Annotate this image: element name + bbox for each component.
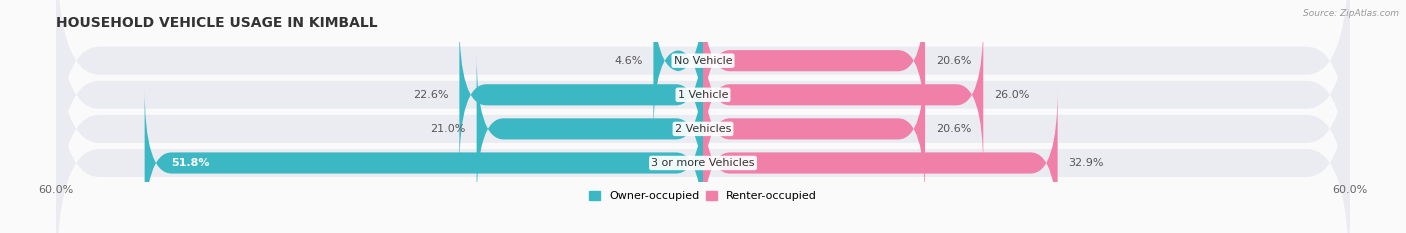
Text: 2 Vehicles: 2 Vehicles	[675, 124, 731, 134]
Text: 32.9%: 32.9%	[1069, 158, 1104, 168]
FancyBboxPatch shape	[460, 20, 703, 169]
FancyBboxPatch shape	[56, 0, 1350, 183]
FancyBboxPatch shape	[56, 41, 1350, 233]
Text: 3 or more Vehicles: 3 or more Vehicles	[651, 158, 755, 168]
Text: Source: ZipAtlas.com: Source: ZipAtlas.com	[1303, 9, 1399, 18]
FancyBboxPatch shape	[703, 54, 925, 204]
Text: 26.0%: 26.0%	[994, 90, 1029, 100]
Text: 1 Vehicle: 1 Vehicle	[678, 90, 728, 100]
FancyBboxPatch shape	[56, 7, 1350, 233]
Text: 21.0%: 21.0%	[430, 124, 465, 134]
Text: HOUSEHOLD VEHICLE USAGE IN KIMBALL: HOUSEHOLD VEHICLE USAGE IN KIMBALL	[56, 16, 378, 30]
Text: No Vehicle: No Vehicle	[673, 56, 733, 66]
Text: 22.6%: 22.6%	[413, 90, 449, 100]
Text: 4.6%: 4.6%	[614, 56, 643, 66]
FancyBboxPatch shape	[145, 88, 703, 233]
FancyBboxPatch shape	[654, 0, 703, 135]
FancyBboxPatch shape	[477, 54, 703, 204]
FancyBboxPatch shape	[703, 20, 983, 169]
Text: 51.8%: 51.8%	[172, 158, 209, 168]
FancyBboxPatch shape	[703, 0, 925, 135]
FancyBboxPatch shape	[703, 88, 1057, 233]
Legend: Owner-occupied, Renter-occupied: Owner-occupied, Renter-occupied	[589, 191, 817, 201]
Text: 20.6%: 20.6%	[936, 56, 972, 66]
FancyBboxPatch shape	[56, 0, 1350, 217]
Text: 20.6%: 20.6%	[936, 124, 972, 134]
